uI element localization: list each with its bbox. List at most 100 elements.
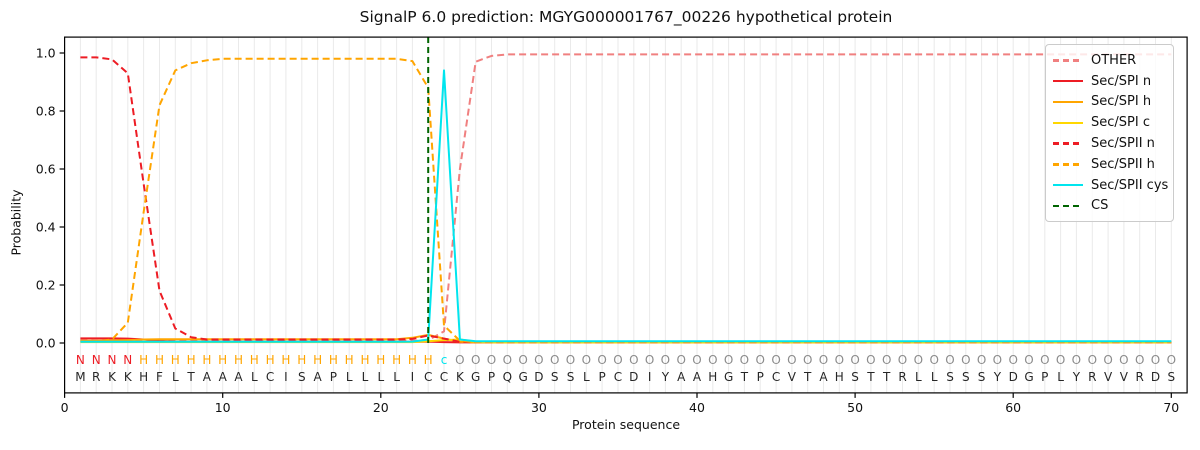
sequence-letter: Y (661, 370, 670, 384)
legend-line-sample (1053, 142, 1083, 145)
legend-item-label: Sec/SPI h (1091, 94, 1152, 110)
legend-item-label: Sec/SPI n (1091, 73, 1152, 89)
sequence-letter: P (598, 370, 605, 384)
sequence-letter: S (298, 370, 306, 384)
region-label: H (345, 353, 354, 367)
region-label: O (708, 353, 717, 367)
region-label: H (250, 353, 259, 367)
region-label: O (1008, 353, 1017, 367)
sequence-letter: A (234, 370, 243, 384)
region-label: O (1135, 353, 1144, 367)
sequence-letter: S (551, 370, 559, 384)
region-label: O (566, 353, 575, 367)
sequence-letter: T (866, 370, 875, 384)
region-label: O (724, 353, 733, 367)
x-tick-label: 10 (215, 400, 231, 415)
region-label: O (692, 353, 701, 367)
x-tick-label: 70 (1163, 400, 1179, 415)
legend-line-sample (1053, 79, 1083, 83)
region-label: O (882, 353, 891, 367)
legend-item: Sec/SPII cys (1053, 175, 1168, 196)
sequence-letter: A (693, 370, 702, 384)
region-label: O (582, 353, 591, 367)
region-label: O (471, 353, 480, 367)
legend-item-label: Sec/SPII n (1091, 136, 1155, 152)
plot-frame (63, 36, 1188, 394)
region-label: O (487, 353, 496, 367)
chart-title: SignalP 6.0 prediction: MGYG000001767_00… (359, 8, 893, 26)
sequence-letter: I (284, 370, 288, 384)
region-label: O (645, 353, 654, 367)
legend-line-sample (1053, 183, 1083, 187)
region-label: O (1119, 353, 1128, 367)
region-label: O (929, 353, 938, 367)
sequence-letter: L (251, 370, 258, 384)
sequence-letter: R (1136, 370, 1144, 384)
region-label: O (1024, 353, 1033, 367)
sequence-letter: L (362, 370, 369, 384)
region-label: O (629, 353, 638, 367)
region-label: H (281, 353, 290, 367)
sequence-letter: P (488, 370, 495, 384)
x-tick-label: 50 (847, 400, 863, 415)
sequence-letter: A (313, 370, 322, 384)
sequence-letter: S (978, 370, 986, 384)
series-line-sec-spii-n (80, 56, 1172, 344)
region-label: O (740, 353, 749, 367)
series-line-other (80, 53, 1172, 342)
region-label: O (819, 353, 828, 367)
region-label: N (123, 353, 132, 367)
region-label: O (866, 353, 875, 367)
region-label: O (550, 353, 559, 367)
legend-item: OTHER (1053, 50, 1166, 71)
region-label: N (108, 353, 117, 367)
y-tick-label: 0.0 (36, 336, 56, 351)
region-label: O (835, 353, 844, 367)
sequence-letter: L (393, 370, 400, 384)
sequence-letter: A (219, 370, 228, 384)
region-label: O (676, 353, 685, 367)
region-label: c (441, 353, 448, 367)
y-axis-ticks: 0.0 0.2 0.4 0.6 0.8 1.0 (36, 46, 65, 351)
region-label: O (993, 353, 1002, 367)
sequence-letter: A (819, 370, 828, 384)
sequence-letter: L (1057, 370, 1064, 384)
region-label: H (376, 353, 385, 367)
sequence-letter: M (75, 370, 85, 384)
sequence-letter: L (377, 370, 384, 384)
region-label: O (1151, 353, 1160, 367)
sequence-letter: C (440, 370, 448, 384)
y-axis-label: Probability (8, 189, 24, 256)
region-label: O (1056, 353, 1065, 367)
sequence-letter: G (1024, 370, 1033, 384)
region-label: H (171, 353, 180, 367)
sequence-letter: R (1088, 370, 1096, 384)
region-label: H (297, 353, 306, 367)
sequence-letter: K (108, 370, 117, 384)
legend-line-sample (1053, 121, 1083, 125)
legend-item-label: Sec/SPII h (1091, 156, 1155, 172)
region-label: O (771, 353, 780, 367)
series-lines (80, 53, 1172, 344)
sequence-letter: V (1120, 370, 1129, 384)
sequence-letter: D (534, 370, 543, 384)
sequence-letter: Q (503, 370, 512, 384)
sequence-letter: T (186, 370, 195, 384)
region-label: H (360, 353, 369, 367)
region-label: H (218, 353, 227, 367)
sequence-letter: I (648, 370, 652, 384)
sequence-letter: S (1167, 370, 1175, 384)
sequence-letter: T (882, 370, 891, 384)
region-label: O (503, 353, 512, 367)
y-tick-label: 0.4 (36, 220, 56, 235)
sequence-letter: V (1104, 370, 1113, 384)
legend-line-sample (1053, 163, 1083, 166)
legend-item: CS (1053, 196, 1166, 217)
sequence-letter: P (1041, 370, 1048, 384)
sequence-letter: H (708, 370, 717, 384)
legend-item: Sec/SPI c (1053, 112, 1166, 133)
sequence-letter: H (835, 370, 844, 384)
region-label: O (787, 353, 796, 367)
sequence-letter: L (346, 370, 353, 384)
